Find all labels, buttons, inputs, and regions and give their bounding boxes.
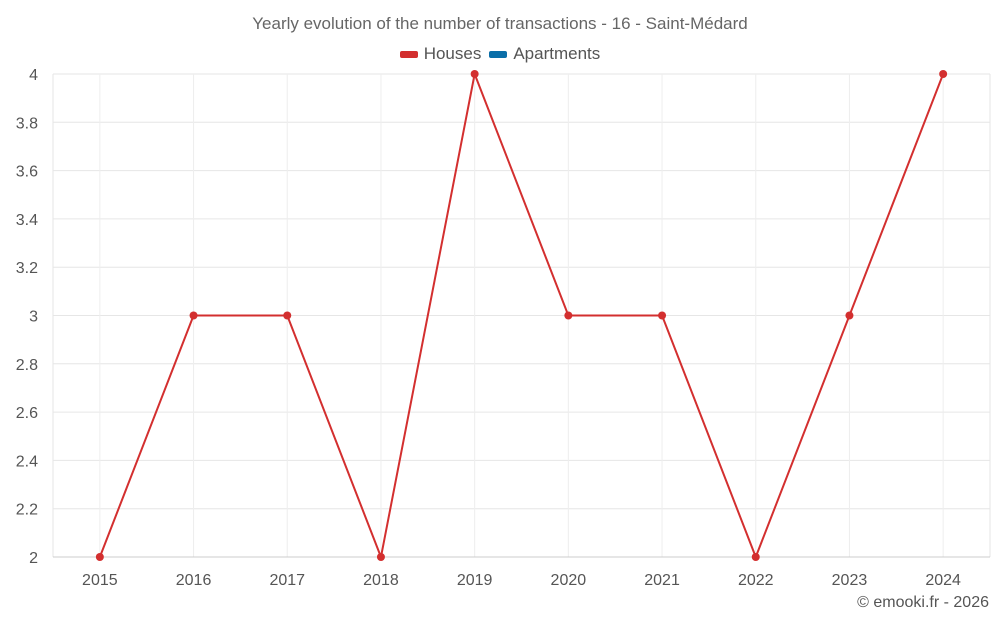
x-tick-label: 2016 bbox=[176, 572, 212, 589]
legend-swatch-houses bbox=[399, 50, 418, 58]
y-tick-label: 2.6 bbox=[16, 405, 38, 422]
copyright-credit: © emooki.fr - 2026 bbox=[857, 594, 989, 611]
y-tick-label: 4 bbox=[29, 67, 38, 84]
data-point bbox=[95, 553, 104, 561]
data-point bbox=[939, 70, 948, 78]
data-point bbox=[845, 311, 854, 320]
y-tick-label: 2.4 bbox=[16, 453, 38, 470]
legend-item-houses[interactable]: Houses bbox=[399, 44, 482, 64]
y-tick-label: 2.8 bbox=[16, 357, 38, 374]
x-tick-label: 2015 bbox=[82, 572, 118, 589]
y-tick-label: 2.2 bbox=[16, 502, 38, 519]
x-tick-label: 2018 bbox=[363, 572, 399, 589]
y-tick-label: 3.8 bbox=[16, 115, 38, 132]
series-line-houses bbox=[98, 73, 945, 558]
x-tick-label: 2023 bbox=[832, 572, 868, 589]
legend-swatch-apartments bbox=[489, 50, 508, 58]
y-tick-label: 3.2 bbox=[16, 260, 38, 277]
x-tick-label: 2019 bbox=[457, 572, 493, 589]
y-tick-label: 3 bbox=[29, 309, 38, 326]
data-point bbox=[283, 311, 292, 320]
x-tick-label: 2017 bbox=[269, 572, 305, 589]
legend-item-apartments[interactable]: Apartments bbox=[489, 44, 600, 64]
data-point bbox=[564, 311, 573, 320]
data-point bbox=[751, 553, 760, 561]
data-point bbox=[189, 311, 198, 320]
data-point bbox=[658, 311, 667, 320]
chart-legend: Houses Apartments bbox=[0, 44, 1000, 64]
data-point bbox=[470, 70, 479, 78]
x-tick-label: 2020 bbox=[551, 572, 587, 589]
chart-title: Yearly evolution of the number of transa… bbox=[252, 14, 748, 33]
legend-label-apartments: Apartments bbox=[513, 44, 601, 63]
x-tick-label: 2024 bbox=[925, 572, 961, 589]
y-tick-label: 3.6 bbox=[16, 164, 38, 181]
legend-label-houses: Houses bbox=[423, 44, 482, 63]
data-point bbox=[376, 553, 385, 561]
y-tick-label: 2 bbox=[29, 550, 38, 567]
x-tick-label: 2022 bbox=[738, 572, 774, 589]
y-tick-label: 3.4 bbox=[16, 212, 38, 229]
x-tick-label: 2021 bbox=[644, 572, 680, 589]
